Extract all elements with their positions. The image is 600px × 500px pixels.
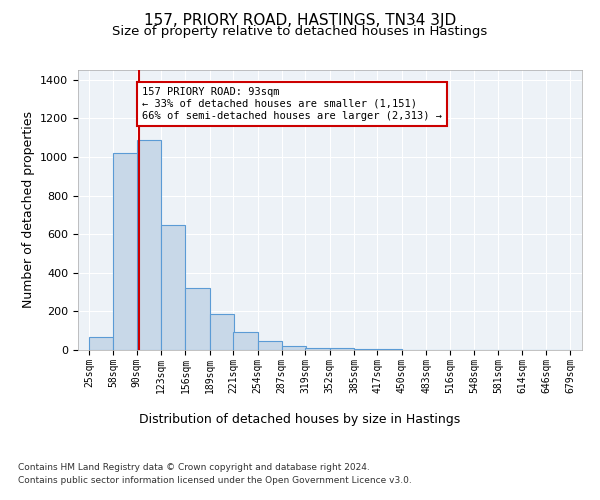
Bar [233,332,257,350]
Bar [161,226,185,350]
Bar [89,338,113,350]
Y-axis label: Number of detached properties: Number of detached properties [22,112,35,308]
Text: 157, PRIORY ROAD, HASTINGS, TN34 3JD: 157, PRIORY ROAD, HASTINGS, TN34 3JD [144,12,456,28]
Bar [210,314,234,350]
Bar [329,348,354,350]
Text: 157 PRIORY ROAD: 93sqm
← 33% of detached houses are smaller (1,151)
66% of semi-: 157 PRIORY ROAD: 93sqm ← 33% of detached… [142,88,442,120]
Text: Contains HM Land Registry data © Crown copyright and database right 2024.: Contains HM Land Registry data © Crown c… [18,462,370,471]
Bar [257,342,282,350]
Text: Distribution of detached houses by size in Hastings: Distribution of detached houses by size … [139,412,461,426]
Bar [282,346,306,350]
Bar [113,153,137,350]
Bar [185,288,210,350]
Bar [354,349,378,350]
Text: Size of property relative to detached houses in Hastings: Size of property relative to detached ho… [112,25,488,38]
Text: Contains public sector information licensed under the Open Government Licence v3: Contains public sector information licen… [18,476,412,485]
Bar [305,348,329,350]
Bar [137,140,161,350]
